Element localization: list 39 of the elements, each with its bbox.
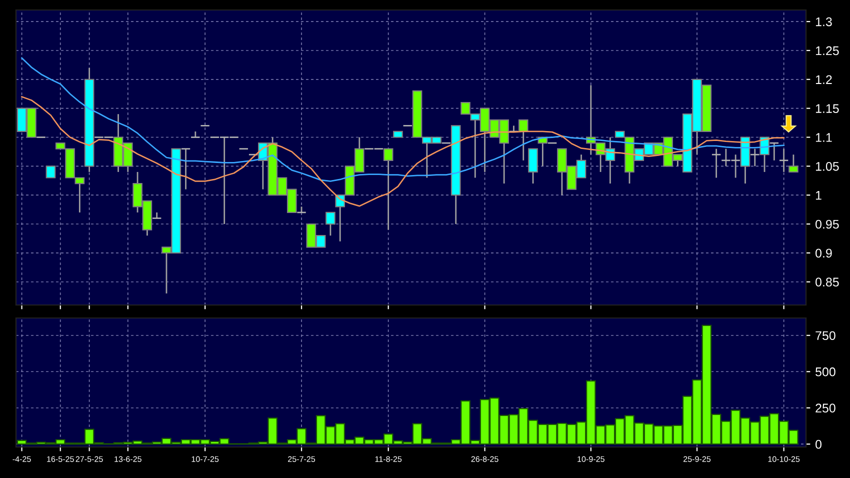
- x-tick-label: 27-5-25: [76, 456, 103, 462]
- candlestick: [711, 148, 722, 178]
- candlestick: [518, 119, 528, 162]
- y-tick-label: 500: [816, 367, 836, 376]
- y-tick-label: 0.9: [816, 248, 832, 258]
- y-tick-label: 0: [816, 440, 822, 449]
- y-tick-label: 1.3: [816, 17, 832, 26]
- candlestick: [190, 130, 200, 138]
- candlestick: [750, 148, 760, 167]
- candlestick: [326, 212, 336, 236]
- y-tick-label: 1.2: [816, 75, 832, 84]
- x-tick-label: 26-8-25: [471, 456, 498, 462]
- x-tick-label: 10-7-25: [192, 456, 219, 462]
- y-tick-label: 750: [816, 331, 836, 340]
- y-tick-label: 0.95: [816, 220, 839, 229]
- y-tick-label: 1.25: [816, 46, 839, 56]
- candlestick: [152, 212, 162, 219]
- line-series: [21, 57, 785, 182]
- line-series: [21, 96, 785, 207]
- x-tick-label: 10-9-25: [578, 456, 604, 462]
- y-tick-label: 1.05: [816, 162, 839, 171]
- x-tick-label: 10-10-25: [768, 456, 800, 462]
- candlestick: [528, 148, 538, 184]
- candlestick: [778, 148, 789, 173]
- x-tick-label: -4-25: [12, 456, 31, 462]
- x-tick-label: 25-9-25: [684, 456, 711, 462]
- y-tick-label: 1: [816, 191, 822, 200]
- y-tick-label: 250: [816, 404, 836, 413]
- y-tick-label: 1.15: [816, 104, 839, 113]
- x-tick-label: 13-6-25: [114, 456, 142, 462]
- y-tick-label: 1.1: [816, 133, 832, 142]
- x-tick-label: 25-7-25: [288, 456, 316, 462]
- candlestick: [46, 166, 56, 178]
- candlestick: [383, 148, 394, 230]
- y-tick-label: 0.85: [816, 278, 839, 287]
- candlestick: [180, 148, 191, 190]
- x-tick-label: 16-5-25: [47, 456, 74, 462]
- candlestick: [788, 154, 798, 173]
- x-tick-label: 11-8-25: [375, 456, 402, 462]
